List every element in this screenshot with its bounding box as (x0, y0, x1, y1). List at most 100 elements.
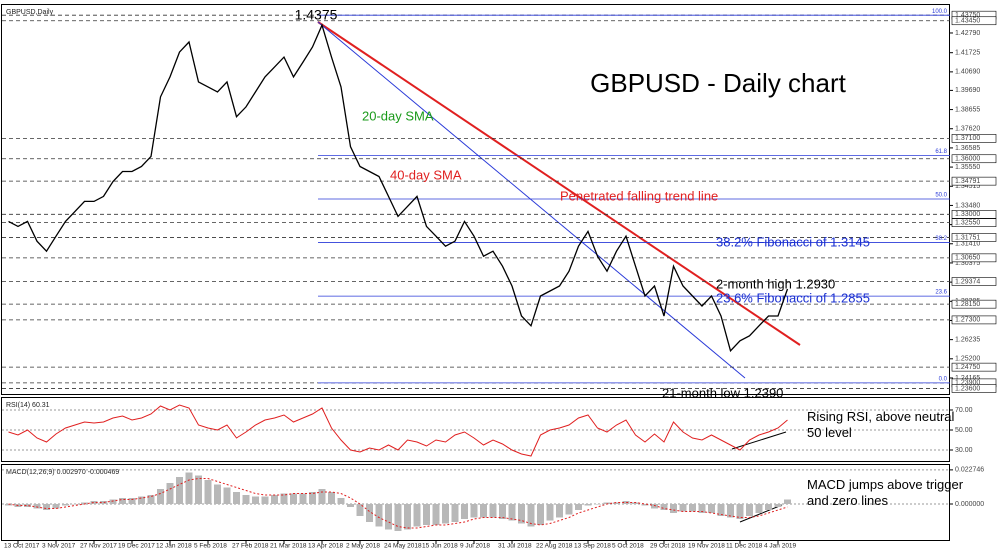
bar (413, 504, 421, 527)
level-label-box (951, 210, 997, 219)
y-tick-label: 1.42790 (955, 30, 980, 37)
annotation: MACD jumps above trigger and zero lines (807, 477, 964, 508)
y-tick-label: 1.37620 (955, 126, 980, 133)
bar (90, 501, 98, 504)
bar (233, 492, 240, 504)
bar (71, 504, 79, 505)
bar (299, 493, 307, 504)
x-tick-label: 22 Aug 2018 (536, 543, 573, 550)
y-tick-label: 1.30375 (955, 260, 980, 267)
bar (442, 504, 449, 524)
bar (185, 472, 193, 504)
level-label: 1.43750 (955, 12, 980, 19)
bar (537, 504, 544, 525)
bar (337, 498, 345, 504)
series-line (8, 23, 789, 353)
y-tick-label: 1.40690 (955, 69, 980, 76)
level-label: 1.36000 (955, 156, 980, 163)
bar (271, 495, 278, 504)
y-tick-label: 0.022746 (955, 467, 984, 474)
bar (622, 501, 630, 504)
bar (765, 504, 772, 510)
fibonacci-label: 38.2 (935, 236, 947, 242)
x-tick-label: 21 Mar 2018 (270, 543, 307, 550)
annotation: 38.2% Fibonacci of 1.3145 (716, 234, 870, 249)
bar (518, 504, 525, 524)
level-label-box (951, 176, 997, 186)
bar (328, 492, 335, 504)
x-tick-label: 13 Oct 2017 (4, 543, 40, 550)
x-tick-label: 27 Nov 2017 (80, 543, 117, 550)
bar (698, 504, 706, 513)
fibonacci-label: 50.0 (935, 193, 947, 199)
level-label-box (951, 16, 997, 26)
level-label-box (951, 299, 997, 309)
fibonacci-label: 100.0 (932, 9, 948, 15)
bar (508, 504, 516, 521)
bar (679, 504, 687, 512)
bar (451, 504, 459, 522)
x-tick-label: 13 Sep 2018 (574, 543, 611, 550)
bar (33, 504, 41, 509)
x-tick-label: 19 Nov 2018 (688, 543, 725, 550)
y-tick-label: 1.33480 (955, 202, 980, 209)
y-tick-label: 1.36585 (955, 145, 980, 152)
bar (385, 504, 392, 530)
bar (318, 489, 326, 504)
chart-title: GBPUSD - Daily chart (590, 68, 846, 98)
annotation: 23.6% Fibonacci of 1.2855 (716, 290, 870, 305)
bar (24, 504, 31, 507)
bar (176, 477, 183, 504)
bar (309, 492, 316, 504)
channel-line (317, 21, 746, 379)
level-label: 1.43450 (955, 18, 980, 25)
bar (489, 504, 497, 518)
rsi-rising-line (731, 431, 787, 450)
bar (147, 495, 155, 504)
fibonacci-label: 0.0 (939, 376, 948, 382)
bar (290, 493, 297, 504)
panel-label: GBPUSD,Daily (6, 9, 54, 16)
x-tick-label: 12 Jan 2018 (156, 543, 192, 550)
bar (356, 504, 364, 516)
level-label: 1.32550 (955, 219, 980, 226)
bar (594, 504, 601, 505)
panel-label: RSI(14) 60.31 (6, 402, 50, 409)
y-tick-label: 1.25200 (955, 356, 980, 363)
annotation: 21-month low 1.2390 (662, 385, 783, 400)
annotation: 1.4375 (295, 7, 338, 23)
bar (204, 480, 212, 504)
y-tick-label: 1.38655 (955, 106, 980, 113)
bar (651, 504, 658, 509)
x-tick-label: 5 Oct 2018 (612, 543, 644, 550)
bar (252, 496, 259, 504)
bar (641, 504, 649, 506)
bar (166, 483, 174, 504)
bar (755, 504, 763, 513)
bar (527, 504, 535, 527)
bar (499, 504, 506, 519)
bar (404, 504, 411, 530)
level-label-box (951, 233, 997, 242)
main-panel (1, 4, 950, 395)
bar (214, 484, 221, 504)
bar (546, 504, 554, 521)
bar (432, 504, 440, 525)
fibonacci-label: 23.6 (935, 290, 947, 296)
annotation: Rising RSI, above neutral 50 level (807, 409, 955, 440)
x-tick-label: 9 Jul 2018 (460, 543, 490, 550)
bar (195, 475, 202, 504)
y-tick-label: 70.00 (955, 407, 973, 414)
fibonacci-label: 61.8 (935, 149, 947, 155)
x-tick-label: 27 Feb 2018 (232, 543, 269, 550)
bar (689, 504, 696, 512)
rsi-panel (1, 397, 950, 462)
bar (470, 504, 478, 518)
bar (62, 504, 69, 506)
level-label: 1.33000 (955, 211, 980, 218)
bar (774, 504, 782, 507)
level-label-box (951, 134, 997, 143)
bar (242, 495, 250, 504)
